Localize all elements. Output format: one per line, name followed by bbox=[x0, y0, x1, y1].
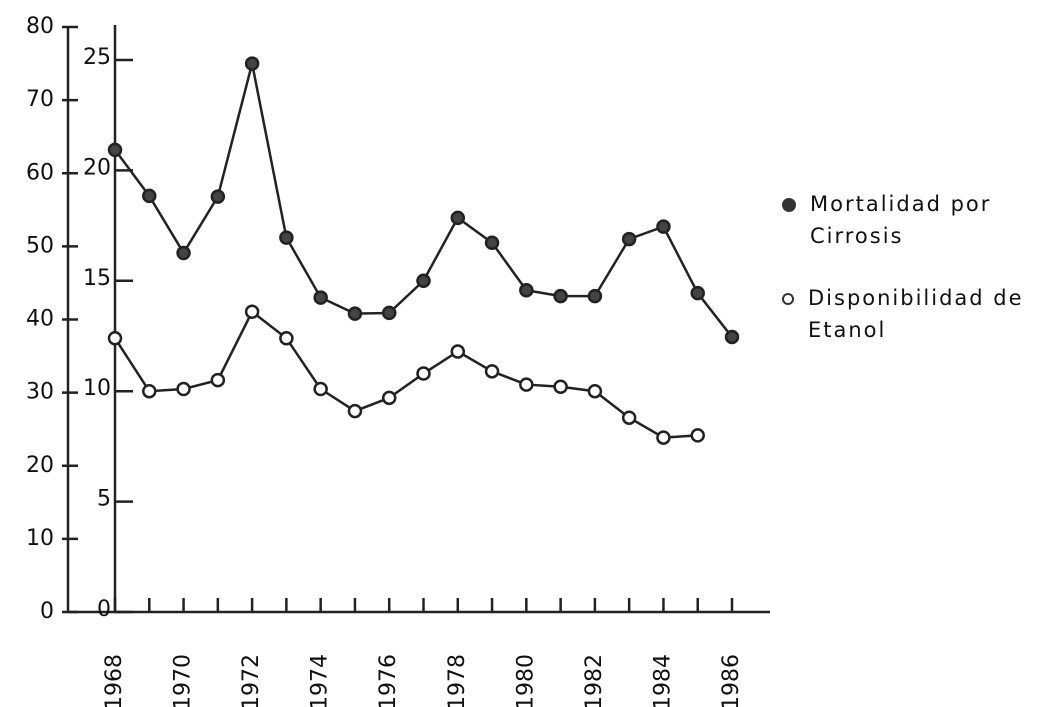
x-tick-label: 1978 bbox=[445, 654, 470, 707]
series-line bbox=[113, 309, 698, 439]
y-tick-label: 10 bbox=[26, 526, 54, 551]
x-tick-label: 1986 bbox=[719, 654, 744, 707]
point bbox=[142, 383, 157, 399]
y2-tick-label: 5 bbox=[97, 487, 111, 512]
point bbox=[587, 383, 603, 399]
point bbox=[656, 219, 671, 234]
point bbox=[107, 330, 123, 346]
point bbox=[553, 379, 568, 395]
legend-marker bbox=[782, 293, 794, 305]
point bbox=[450, 210, 466, 226]
point bbox=[347, 403, 363, 419]
point bbox=[690, 428, 705, 443]
point bbox=[416, 366, 431, 381]
point bbox=[690, 285, 705, 301]
point bbox=[587, 288, 603, 304]
point bbox=[244, 56, 260, 71]
y-tick-label: 0 bbox=[40, 599, 54, 624]
y-tick-label: 20 bbox=[26, 453, 54, 478]
legend-marker bbox=[782, 198, 796, 212]
point bbox=[519, 283, 534, 298]
legend-entry: Mortalidad por Cirrosis bbox=[782, 188, 1030, 252]
y-tick-label: 70 bbox=[26, 87, 54, 112]
point bbox=[484, 364, 500, 379]
y-tick-label: 40 bbox=[26, 307, 54, 332]
x-tick-label: 1974 bbox=[308, 654, 333, 707]
y2-tick-label: 25 bbox=[83, 45, 111, 70]
y2-tick-label: 0 bbox=[97, 597, 111, 622]
x-tick-label: 1970 bbox=[171, 654, 196, 707]
x-tick-label: 1976 bbox=[376, 654, 401, 707]
point bbox=[313, 290, 328, 305]
point bbox=[724, 329, 740, 345]
point bbox=[176, 245, 191, 261]
point bbox=[176, 381, 191, 397]
y-tick-label: 60 bbox=[26, 160, 54, 185]
x-tick-label: 1972 bbox=[239, 654, 264, 707]
x-tick-label: 1982 bbox=[582, 654, 607, 707]
y2-tick-label: 15 bbox=[83, 266, 111, 291]
x-tick-label: 1984 bbox=[650, 654, 675, 707]
point bbox=[381, 390, 397, 406]
y2-tick-label: 10 bbox=[83, 376, 111, 401]
legend-label: Disponibilidad de Etanol bbox=[808, 286, 1024, 342]
point bbox=[210, 189, 226, 204]
point bbox=[142, 188, 157, 204]
point bbox=[621, 231, 637, 247]
y-tick-label: 30 bbox=[26, 380, 54, 405]
point bbox=[279, 330, 294, 346]
point bbox=[621, 410, 637, 425]
legend-label: Mortalidad por Cirrosis bbox=[810, 192, 992, 248]
series-line bbox=[113, 63, 733, 338]
legend-entry: Disponibilidad de Etanol bbox=[782, 282, 1028, 346]
x-tick-label: 1968 bbox=[102, 654, 127, 707]
point bbox=[313, 381, 328, 397]
point bbox=[381, 305, 397, 321]
point bbox=[279, 230, 294, 245]
y-tick-label: 50 bbox=[26, 233, 54, 258]
point bbox=[484, 235, 500, 250]
point bbox=[244, 304, 260, 319]
point bbox=[107, 142, 123, 158]
point bbox=[553, 288, 568, 304]
point bbox=[347, 306, 363, 321]
y-tick-label: 80 bbox=[26, 14, 54, 39]
point bbox=[210, 372, 226, 388]
point bbox=[519, 377, 534, 392]
y2-tick-label: 20 bbox=[83, 155, 111, 180]
x-tick-label: 1980 bbox=[513, 654, 538, 707]
point bbox=[450, 344, 466, 359]
point bbox=[656, 430, 671, 445]
point bbox=[416, 273, 431, 288]
